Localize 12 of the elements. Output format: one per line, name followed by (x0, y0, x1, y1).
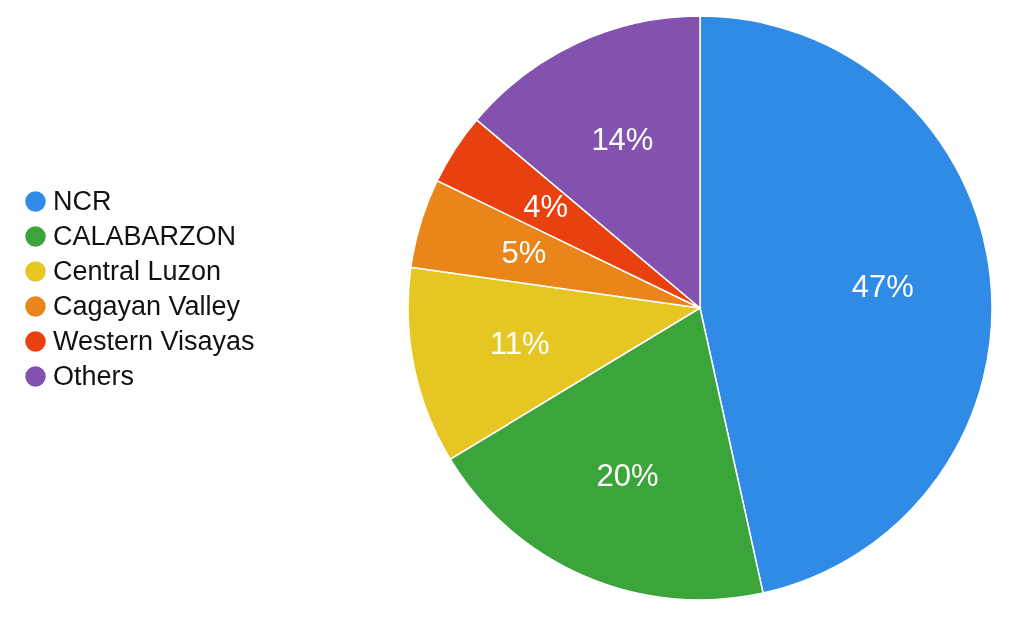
data-label: 47% (851, 269, 914, 305)
legend-label: Western Visayas (53, 325, 255, 356)
legend-label: CALABARZON (53, 220, 237, 251)
data-label: 11% (489, 325, 550, 361)
legend-label: Others (53, 360, 135, 391)
data-label: 5% (501, 235, 547, 271)
legend-label: Cagayan Valley (53, 290, 241, 321)
legend-label: Central Luzon (53, 255, 222, 286)
data-label: 14% (591, 122, 654, 158)
legend-label: NCR (53, 185, 112, 216)
data-label: 20% (596, 458, 659, 494)
data-label: 4% (523, 188, 569, 224)
